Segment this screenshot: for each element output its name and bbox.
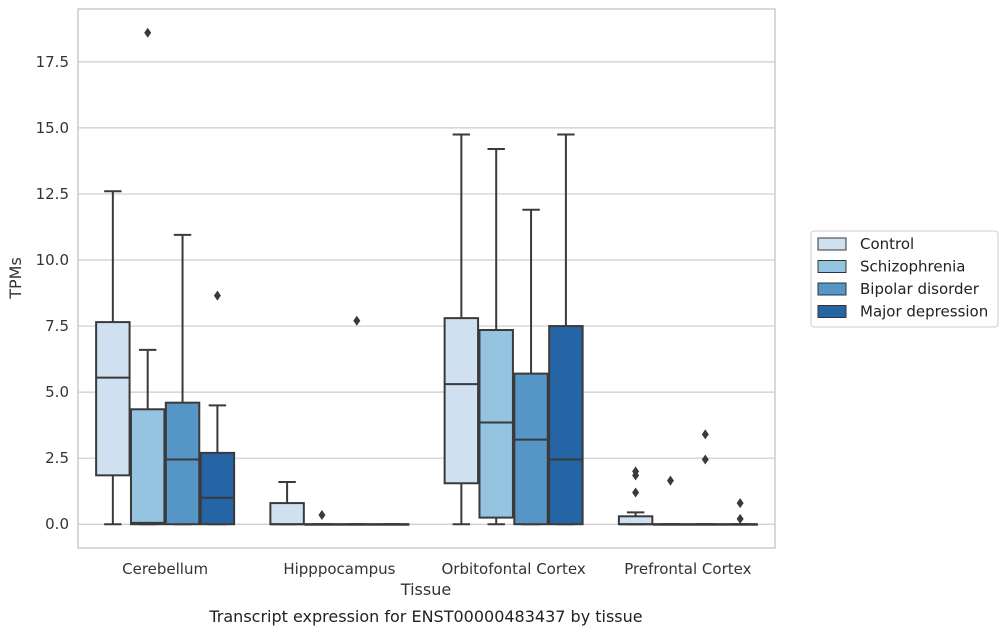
legend: Control Schizophrenia Bipolar disorder Majo… (810, 230, 999, 328)
box-group (339, 315, 375, 526)
y-tick-label: 2.5 (45, 449, 69, 467)
box-group (164, 233, 201, 526)
legend-swatch (817, 237, 847, 251)
box-plot-marks (95, 27, 758, 526)
box-group (513, 208, 549, 526)
box-group (373, 523, 410, 526)
y-tick-label: 5.0 (45, 383, 69, 401)
box-group (652, 475, 689, 526)
legend-label: Major depression (860, 303, 988, 321)
x-tick-label: Prefrontal Cortex (624, 560, 751, 578)
outlier-point (632, 466, 640, 477)
y-tick-label: 0.0 (45, 515, 69, 533)
outlier-point (632, 487, 640, 498)
outlier-point (213, 290, 221, 301)
box-group (269, 480, 305, 526)
y-axis-title: TPMs (6, 257, 25, 300)
outlier-point (318, 509, 326, 520)
box-group (722, 498, 758, 526)
y-tick-label: 7.5 (45, 317, 69, 335)
iqr-box (95, 321, 131, 477)
outlier-point (701, 429, 709, 440)
iqr-box (548, 325, 584, 526)
legend-swatch (817, 282, 847, 296)
x-tick-label: Hipppocampus (283, 560, 395, 578)
box-group (199, 290, 236, 526)
box-group (95, 190, 131, 526)
box-group (617, 466, 654, 526)
box-group (443, 133, 480, 526)
x-tick-label: Cerebellum (122, 560, 208, 578)
y-tick-label: 17.5 (36, 53, 69, 71)
iqr-box (129, 408, 166, 526)
legend-label: Schizophrenia (860, 258, 965, 276)
iqr-box (443, 317, 480, 485)
y-tick-label: 10.0 (36, 251, 69, 269)
outlier-point (144, 27, 152, 38)
iqr-box (617, 515, 654, 526)
plot-frame (77, 8, 776, 549)
x-tick-label: Orbitofontal Cortex (442, 560, 586, 578)
box-group (478, 148, 514, 526)
outlier-point (666, 475, 674, 486)
iqr-box (199, 451, 236, 526)
legend-label: Control (860, 235, 914, 253)
iqr-box (478, 329, 514, 519)
y-tick-label: 15.0 (36, 119, 69, 137)
legend-frame (810, 230, 999, 328)
y-tick-label: 12.5 (36, 185, 69, 203)
x-axis-title: Tissue (400, 580, 451, 599)
legend-label: Bipolar disorder (860, 280, 980, 298)
box-group (687, 429, 724, 526)
box-group (304, 509, 340, 526)
legend-swatch (817, 305, 847, 318)
outlier-point (736, 513, 744, 524)
outlier-point (353, 315, 361, 326)
x-tick-labels: Cerebellum Hipppocampus Orbitofontal Corte… (122, 560, 751, 578)
legend-swatch (817, 260, 847, 273)
y-tick-labels: 0.0 2.5 5.0 7.5 10.0 12.5 15.0 17.5 (36, 53, 69, 533)
outlier-point (736, 498, 744, 509)
figure-caption: Transcript expression for ENST0000048343… (208, 607, 642, 626)
iqr-box (269, 502, 305, 526)
outlier-point (701, 454, 709, 465)
iqr-box (513, 372, 549, 526)
iqr-box (164, 401, 201, 526)
box-group (129, 27, 166, 526)
box-group (548, 133, 584, 526)
